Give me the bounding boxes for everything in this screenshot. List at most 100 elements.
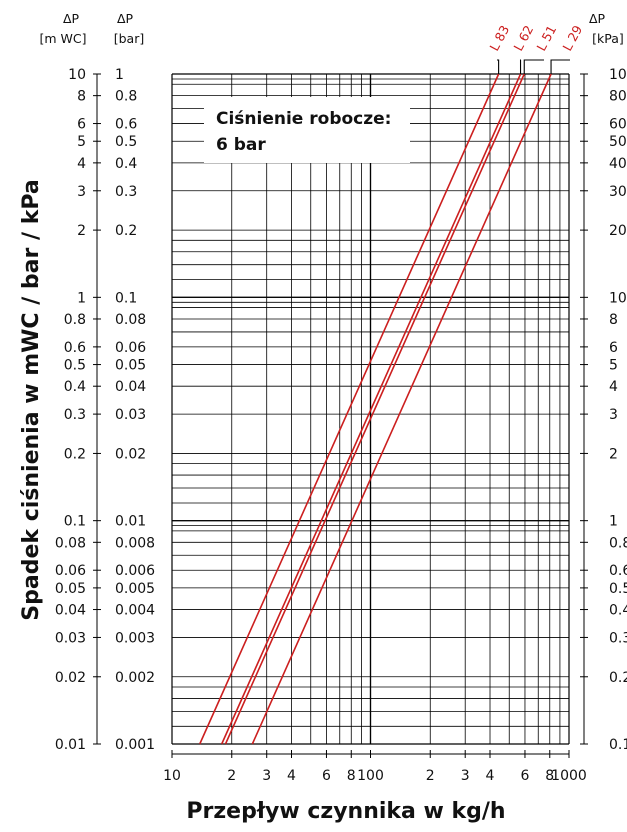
x-tick-label: 2 [426, 768, 435, 784]
y-tick-label-kpa: 20 [609, 223, 627, 239]
series-line [224, 73, 525, 745]
y-tick-label-mwc: 5 [77, 134, 86, 150]
x-tick-label: 6 [521, 768, 530, 784]
y-axis-title: Spadek ciśnienia w mWC / bar / kPa [19, 179, 44, 620]
annotation-line2: 6 bar [216, 135, 266, 155]
y-tick-label-mwc: 8 [77, 89, 86, 105]
y-tick-label-bar: 0.01 [115, 514, 146, 530]
y-tick-label-mwc: 10 [68, 67, 86, 83]
series-line [220, 73, 522, 745]
header-mwc-unit: [m WC] [40, 31, 87, 46]
series-label: L 29 [559, 23, 585, 54]
y-tick-label-bar: 0.003 [115, 630, 155, 646]
y-tick-label-mwc: 0.08 [55, 535, 86, 551]
annotation-line1: Ciśnienie robocze: [216, 109, 391, 129]
y-tick-label-kpa: 8 [609, 312, 618, 328]
x-tick-label: 10 [163, 768, 181, 784]
y-tick-label-bar: 0.005 [115, 581, 155, 597]
series-leader [497, 59, 500, 74]
y-tick-label-kpa: 10 [609, 290, 627, 306]
y-tick-label-kpa: 5 [609, 358, 618, 374]
y-tick-label-bar: 0.008 [115, 535, 155, 551]
left-axis: 10 1 8 0.8 6 0.6 5 0.5 4 0.4 3 0.3 2 0.2 1 0.1 0.8 0.08 0.… [55, 67, 155, 753]
y-tick-label-bar: 1 [115, 67, 124, 83]
y-tick-label-mwc: 6 [77, 117, 86, 133]
y-tick-label-mwc: 0.6 [64, 340, 86, 356]
y-tick-label-bar: 0.02 [115, 446, 146, 462]
y-tick-label-kpa: 4 [609, 379, 618, 395]
y-tick-label-mwc: 0.2 [64, 446, 86, 462]
x-tick-label: 3 [461, 768, 470, 784]
annotation-box [204, 97, 410, 163]
y-tick-label-bar: 0.2 [115, 223, 137, 239]
y-tick-label-kpa: 0.4 [609, 603, 627, 619]
y-tick-label-kpa: 60 [609, 117, 627, 133]
series-label: L 51 [533, 23, 559, 54]
y-tick-label-mwc: 0.05 [55, 581, 86, 597]
y-tick-label-bar: 0.03 [115, 407, 146, 423]
y-tick-label-kpa: 80 [609, 89, 627, 105]
x-tick-label: 100 [357, 768, 384, 784]
series-leader [550, 59, 570, 74]
header-kpa-unit: [kPa] [592, 31, 624, 46]
y-tick-label-kpa: 3 [609, 407, 618, 423]
y-tick-label-bar: 0.001 [115, 737, 155, 753]
header-kpa-symbol: ΔP [589, 11, 606, 26]
y-tick-label-bar: 0.05 [115, 358, 146, 374]
series-line [251, 73, 552, 745]
y-tick-label-mwc: 3 [77, 184, 86, 200]
y-tick-label-bar: 0.5 [115, 134, 137, 150]
y-tick-label-mwc: 2 [77, 223, 86, 239]
y-tick-label-kpa: 100 [609, 67, 627, 83]
x-tick-label: 1000 [551, 768, 587, 784]
y-tick-label-bar: 0.06 [115, 340, 146, 356]
series-leader [523, 59, 544, 74]
y-tick-label-bar: 0.04 [115, 379, 146, 395]
y-tick-label-kpa: 0.5 [609, 581, 627, 597]
y-tick-label-kpa: 0.8 [609, 535, 627, 551]
y-tick-label-kpa: 40 [609, 156, 627, 172]
x-tick-label: 2 [227, 768, 236, 784]
series-label: L 62 [510, 23, 536, 54]
x-axis-title: Przepływ czynnika w kg/h [186, 799, 505, 824]
y-tick-label-bar: 0.6 [115, 117, 137, 133]
y-tick-label-mwc: 0.03 [55, 630, 86, 646]
x-tick-label: 8 [347, 768, 356, 784]
y-tick-label-kpa: 30 [609, 184, 627, 200]
y-tick-label-bar: 0.002 [115, 670, 155, 686]
series-line [199, 73, 500, 745]
y-tick-label-mwc: 0.5 [64, 358, 86, 374]
y-tick-label-bar: 0.006 [115, 563, 155, 579]
y-tick-label-kpa: 6 [609, 340, 618, 356]
x-tick-label: 8 [545, 768, 554, 784]
y-tick-label-mwc: 0.3 [64, 407, 86, 423]
x-tick-label: 4 [486, 768, 495, 784]
y-tick-label-mwc: 1 [77, 290, 86, 306]
x-tick-label: 4 [287, 768, 296, 784]
x-tick-label: 3 [262, 768, 271, 784]
y-tick-label-kpa: 0.2 [609, 670, 627, 686]
y-tick-label-bar: 0.1 [115, 290, 137, 306]
y-tick-label-mwc: 0.04 [55, 603, 86, 619]
y-tick-label-bar: 0.8 [115, 89, 137, 105]
y-tick-label-mwc: 0.1 [64, 514, 86, 530]
y-tick-label-bar: 0.4 [115, 156, 137, 172]
y-tick-label-kpa: 1 [609, 514, 618, 530]
y-tick-label-mwc: 0.06 [55, 563, 86, 579]
y-tick-label-kpa: 0.6 [609, 563, 627, 579]
y-tick-label-bar: 0.004 [115, 603, 155, 619]
y-tick-label-mwc: 0.01 [55, 737, 86, 753]
y-tick-label-kpa: 2 [609, 446, 618, 462]
y-tick-label-bar: 0.08 [115, 312, 146, 328]
y-tick-label-kpa: 0.1 [609, 737, 627, 753]
y-tick-label-mwc: 0.02 [55, 670, 86, 686]
y-tick-label-kpa: 50 [609, 134, 627, 150]
x-tick-label: 6 [322, 768, 331, 784]
y-tick-label-mwc: 0.4 [64, 379, 86, 395]
y-tick-label-mwc: 0.8 [64, 312, 86, 328]
series-label: L 83 [486, 23, 512, 54]
y-tick-label-kpa: 0.3 [609, 630, 627, 646]
